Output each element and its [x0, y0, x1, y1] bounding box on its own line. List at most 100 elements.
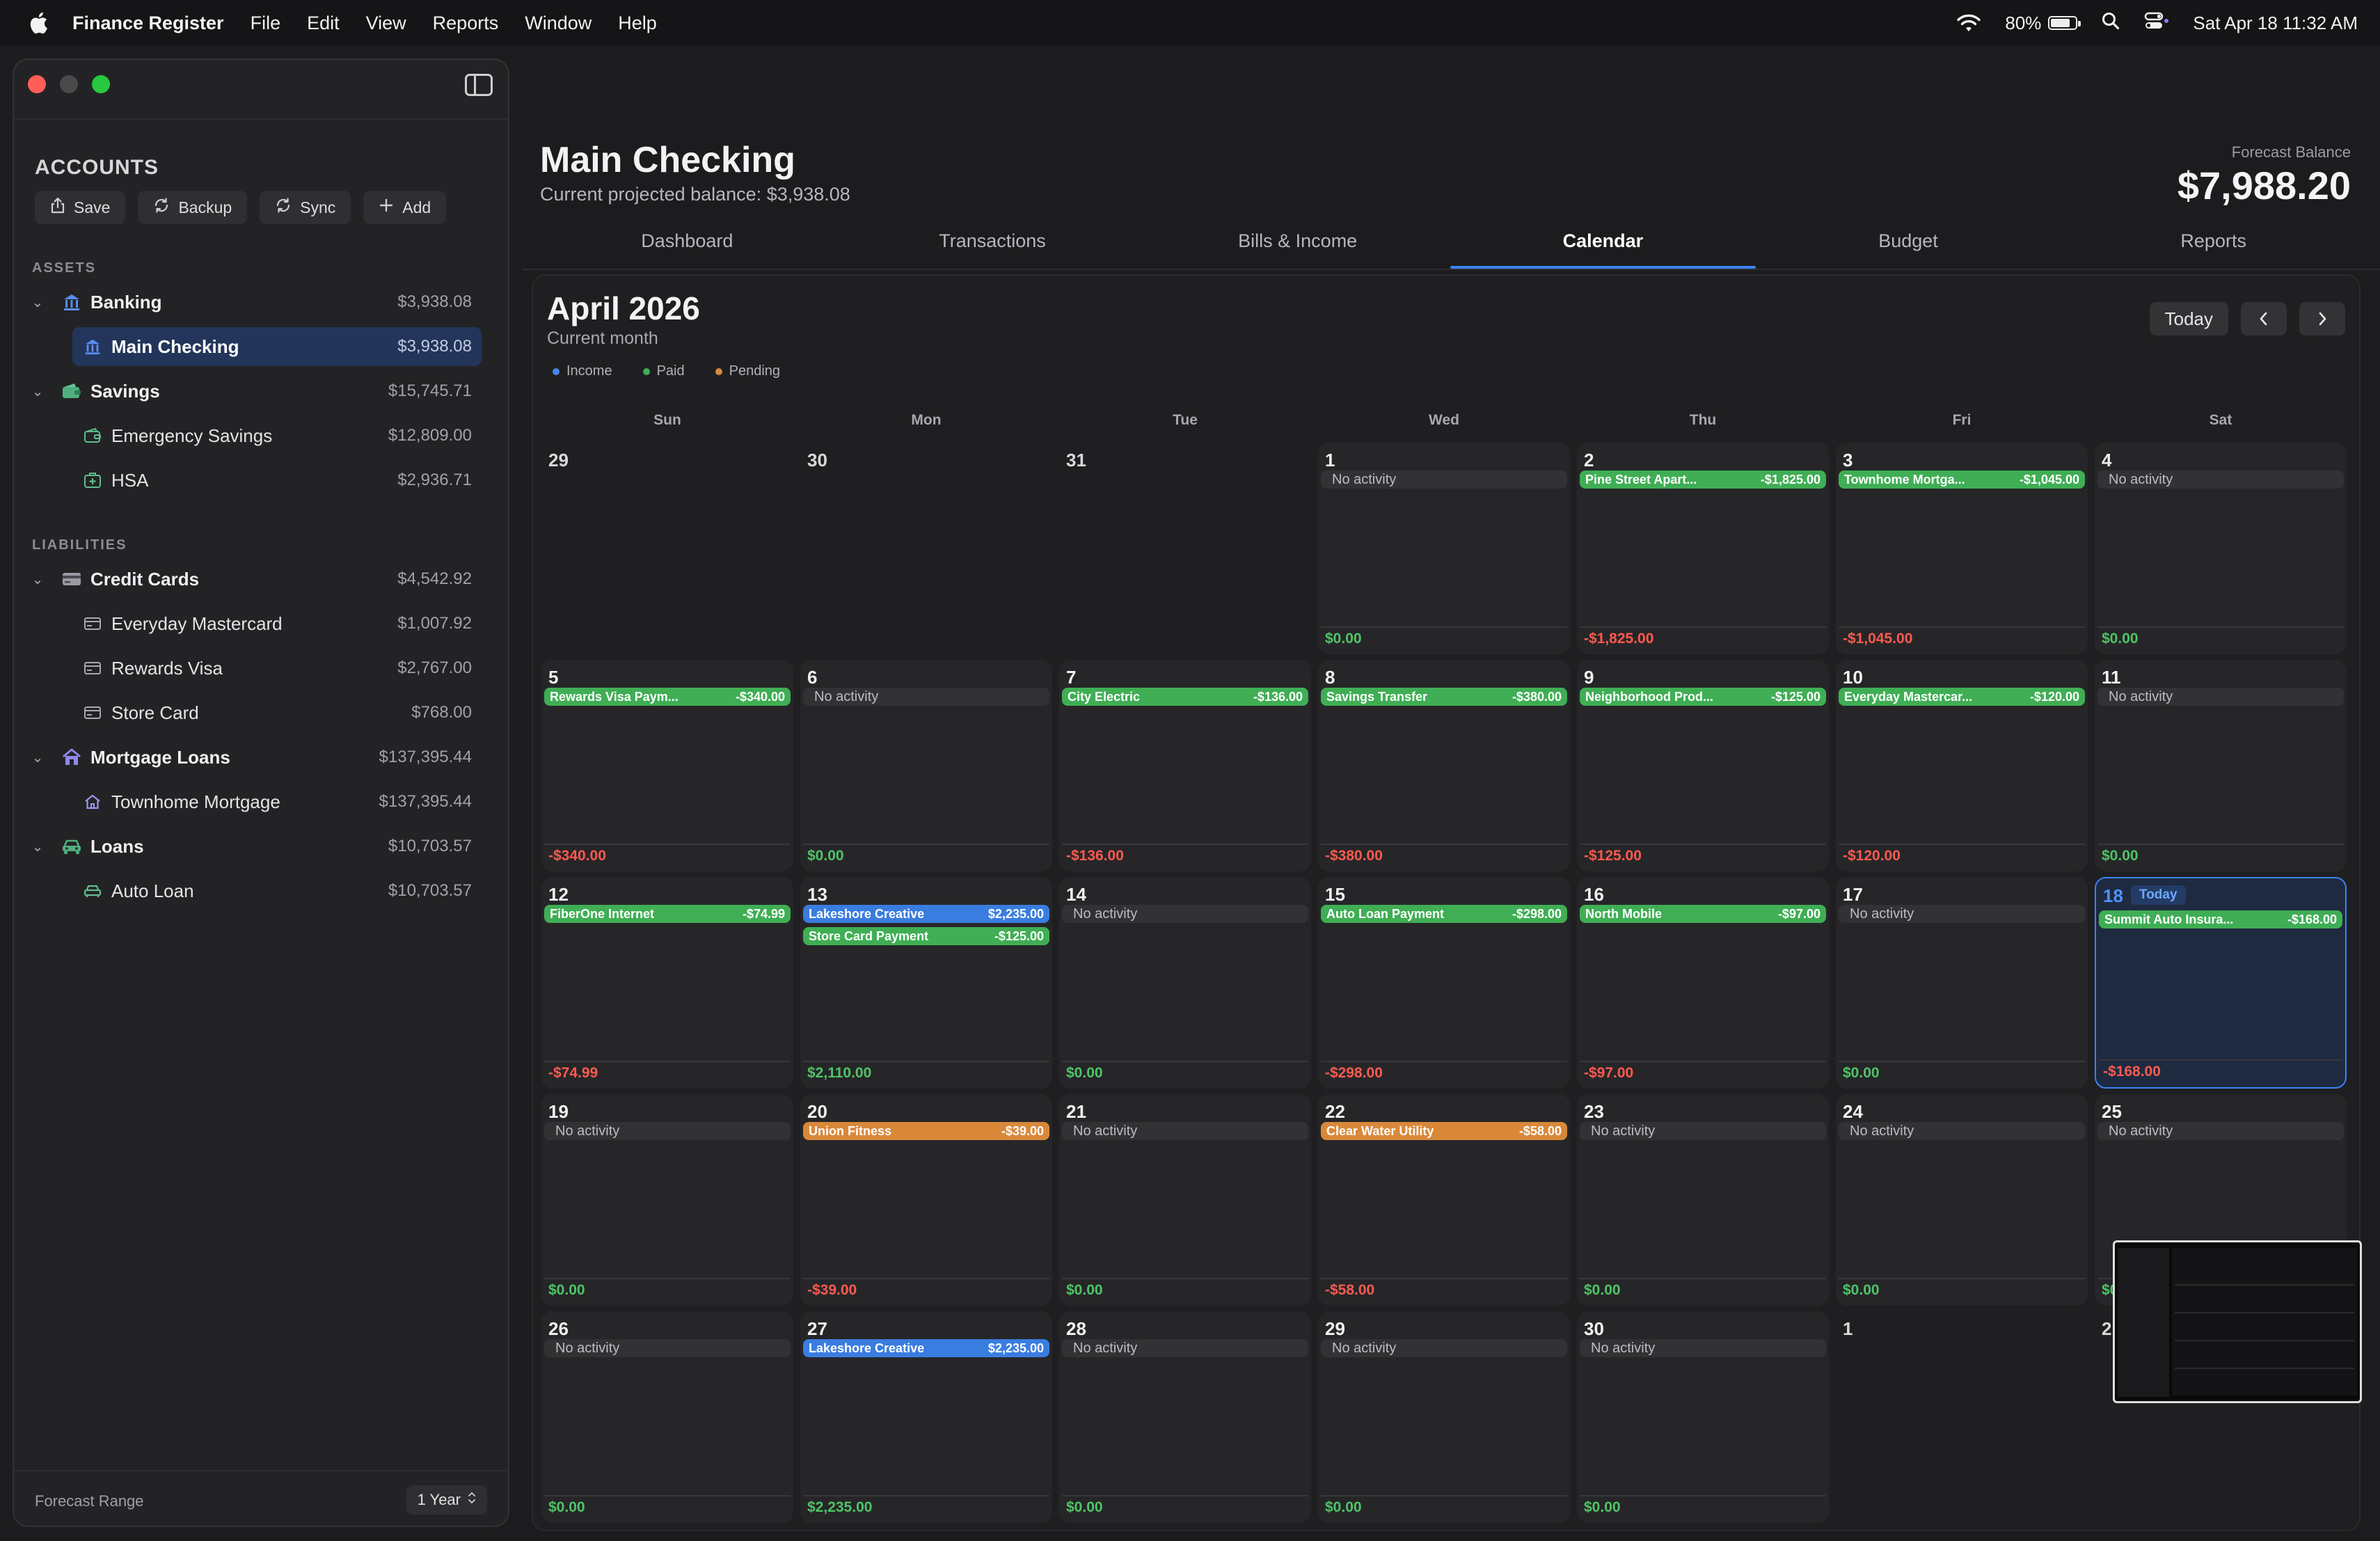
calendar-day[interactable]: 23 No activity $0.00 — [1577, 1094, 1829, 1306]
calendar-event[interactable]: FiberOne Internet -$74.99 — [544, 905, 791, 923]
battery-status[interactable]: 80% — [2005, 13, 2081, 34]
next-month-button[interactable] — [2299, 302, 2345, 335]
calendar-day[interactable]: 14 No activity $0.00 — [1059, 877, 1311, 1089]
sidebar-item-auto-loan[interactable]: Auto Loan $10,703.57 — [14, 871, 508, 910]
tab-reports[interactable]: Reports — [2180, 230, 2246, 251]
sidebar-item-rewards-visa[interactable]: Rewards Visa $2,767.00 — [14, 649, 508, 688]
calendar-day[interactable]: 30 No activity $0.00 — [1577, 1311, 1829, 1523]
sidebar-item-emergency-savings[interactable]: Emergency Savings $12,809.00 — [14, 416, 508, 455]
calendar-day[interactable]: 2 Pine Street Apart... -$1,825.00 -$1,825.0… — [1577, 443, 1829, 654]
wifi-icon[interactable] — [1956, 13, 1981, 33]
app-name[interactable]: Finance Register — [72, 12, 224, 33]
menu-file[interactable]: File — [250, 12, 281, 33]
chevron-down-icon[interactable]: ⌄ — [31, 294, 44, 310]
backup-button[interactable]: Backup — [138, 191, 248, 224]
sidebar-item-store-card[interactable]: Store Card $768.00 — [14, 693, 508, 732]
chevron-down-icon[interactable]: ⌄ — [31, 839, 44, 855]
menu-window[interactable]: Window — [525, 12, 592, 33]
calendar-event[interactable]: Neighborhood Prod... -$125.00 — [1580, 688, 1826, 706]
zoom-window-button[interactable] — [92, 75, 110, 93]
calendar-day[interactable]: 12 FiberOne Internet -$74.99 -$74.99 — [541, 877, 793, 1089]
calendar-event[interactable]: Lakeshore Creative $2,235.00 — [803, 1339, 1049, 1357]
tab-dashboard[interactable]: Dashboard — [641, 230, 733, 251]
control-center-icon[interactable] — [2144, 11, 2169, 35]
calendar-event[interactable]: City Electric -$136.00 — [1062, 688, 1308, 706]
calendar-day[interactable]: 15 Auto Loan Payment -$298.00 -$298.00 — [1318, 877, 1570, 1089]
calendar-day[interactable]: 5 Rewards Visa Paym... -$340.00 -$340.00 — [541, 660, 793, 871]
calendar-day[interactable]: 29 — [541, 443, 793, 654]
calendar-day[interactable]: 11 No activity $0.00 — [2095, 660, 2347, 871]
calendar-day[interactable]: 1 — [1836, 1311, 2088, 1523]
calendar-day[interactable]: 1 No activity $0.00 — [1318, 443, 1570, 654]
sync-button[interactable]: Sync — [260, 191, 351, 224]
calendar-day[interactable]: 28 No activity $0.00 — [1059, 1311, 1311, 1523]
sidebar-group-mortgage-loans[interactable]: ⌄ Mortgage Loans $137,395.44 — [14, 738, 508, 777]
sidebar-group-savings[interactable]: ⌄ Savings $15,745.71 — [14, 372, 508, 411]
sidebar-group-loans[interactable]: ⌄ Loans $10,703.57 — [14, 827, 508, 866]
save-button[interactable]: Save — [35, 191, 126, 224]
menu-help[interactable]: Help — [618, 12, 657, 33]
calendar-event[interactable]: Lakeshore Creative $2,235.00 — [803, 905, 1049, 923]
minimize-window-button[interactable] — [60, 75, 78, 93]
apple-icon[interactable] — [26, 9, 50, 37]
calendar-event[interactable]: Rewards Visa Paym... -$340.00 — [544, 688, 791, 706]
calendar-event[interactable]: Store Card Payment -$125.00 — [803, 927, 1049, 945]
calendar-day[interactable]: 13 Lakeshore Creative $2,235.00 Store Card … — [800, 877, 1052, 1089]
sidebar-group-credit-cards[interactable]: ⌄ Credit Cards $4,542.92 — [14, 560, 508, 599]
calendar-event[interactable]: North Mobile -$97.00 — [1580, 905, 1826, 923]
calendar-day[interactable]: 26 No activity $0.00 — [541, 1311, 793, 1523]
calendar-event[interactable]: Everyday Mastercar... -$120.00 — [1839, 688, 2085, 706]
tab-bills-income[interactable]: Bills & Income — [1238, 230, 1358, 251]
menu-reports[interactable]: Reports — [432, 12, 499, 33]
forecast-range-select[interactable]: 1 Year — [406, 1485, 487, 1515]
sidebar-item-townhome-mortgage[interactable]: Townhome Mortgage $137,395.44 — [14, 782, 508, 821]
chevron-down-icon[interactable]: ⌄ — [31, 571, 44, 587]
chevron-down-icon[interactable]: ⌄ — [31, 384, 44, 400]
calendar-day[interactable]: 19 No activity $0.00 — [541, 1094, 793, 1306]
calendar-day[interactable]: 30 — [800, 443, 1052, 654]
screenshot-thumbnail[interactable] — [2113, 1240, 2362, 1403]
today-button[interactable]: Today — [2149, 302, 2228, 335]
calendar-day[interactable]: 27 Lakeshore Creative $2,235.00 $2,235.00 — [800, 1311, 1052, 1523]
close-window-button[interactable] — [28, 75, 46, 93]
calendar-day[interactable]: 4 No activity $0.00 — [2095, 443, 2347, 654]
calendar-day[interactable]: 9 Neighborhood Prod... -$125.00 -$125.00 — [1577, 660, 1829, 871]
calendar-day[interactable]: 10 Everyday Mastercar... -$120.00 -$120.00 — [1836, 660, 2088, 871]
tab-budget[interactable]: Budget — [1878, 230, 1938, 251]
tab-calendar[interactable]: Calendar — [1450, 214, 1756, 269]
calendar-event[interactable]: Clear Water Utility -$58.00 — [1321, 1122, 1567, 1140]
calendar-event[interactable]: Auto Loan Payment -$298.00 — [1321, 905, 1567, 923]
calendar-event[interactable]: Savings Transfer -$380.00 — [1321, 688, 1567, 706]
calendar-day[interactable]: 2 — [2095, 1311, 2347, 1523]
sidebar-toggle-icon[interactable] — [465, 74, 493, 96]
calendar-day[interactable]: 22 Clear Water Utility -$58.00 -$58.00 — [1318, 1094, 1570, 1306]
calendar-day[interactable]: 21 No activity $0.00 — [1059, 1094, 1311, 1306]
sidebar-item-main-checking[interactable]: Main Checking $3,938.08 — [14, 327, 508, 366]
calendar-day[interactable]: 8 Savings Transfer -$380.00 -$380.00 — [1318, 660, 1570, 871]
calendar-day[interactable]: 16 North Mobile -$97.00 -$97.00 — [1577, 877, 1829, 1089]
add-account-button[interactable]: Add — [363, 191, 447, 224]
calendar-event[interactable]: Summit Auto Insura... -$168.00 — [2099, 910, 2342, 928]
chevron-down-icon[interactable]: ⌄ — [31, 750, 44, 766]
calendar-day[interactable]: 7 City Electric -$136.00 -$136.00 — [1059, 660, 1311, 871]
search-icon[interactable] — [2101, 11, 2120, 35]
calendar-day[interactable]: 6 No activity $0.00 — [800, 660, 1052, 871]
previous-month-button[interactable] — [2241, 302, 2287, 335]
sidebar-group-banking[interactable]: ⌄ Banking $3,938.08 — [14, 283, 508, 322]
menu-edit[interactable]: Edit — [307, 12, 340, 33]
calendar-day[interactable]: 17 No activity $0.00 — [1836, 877, 2088, 1089]
calendar-event[interactable]: Union Fitness -$39.00 — [803, 1122, 1049, 1140]
tab-transactions[interactable]: Transactions — [939, 230, 1046, 251]
calendar-day[interactable]: 3 Townhome Mortga... -$1,045.00 -$1,045.00 — [1836, 443, 2088, 654]
calendar-day-today[interactable]: 18 Today Summit Auto Insura... -$168.00 -$16… — [2095, 877, 2347, 1089]
calendar-event[interactable]: Pine Street Apart... -$1,825.00 — [1580, 471, 1826, 489]
menubar-clock[interactable]: Sat Apr 18 11:32 AM — [2193, 12, 2358, 33]
calendar-day[interactable]: 29 No activity $0.00 — [1318, 1311, 1570, 1523]
calendar-event[interactable]: Townhome Mortga... -$1,045.00 — [1839, 471, 2085, 489]
calendar-day[interactable]: 24 No activity $0.00 — [1836, 1094, 2088, 1306]
sidebar-item-hsa[interactable]: HSA $2,936.71 — [14, 461, 508, 500]
sidebar-item-everyday-mastercard[interactable]: Everyday Mastercard $1,007.92 — [14, 604, 508, 643]
calendar-day[interactable]: 20 Union Fitness -$39.00 -$39.00 — [800, 1094, 1052, 1306]
menu-view[interactable]: View — [365, 12, 406, 33]
calendar-day[interactable]: 31 — [1059, 443, 1311, 654]
